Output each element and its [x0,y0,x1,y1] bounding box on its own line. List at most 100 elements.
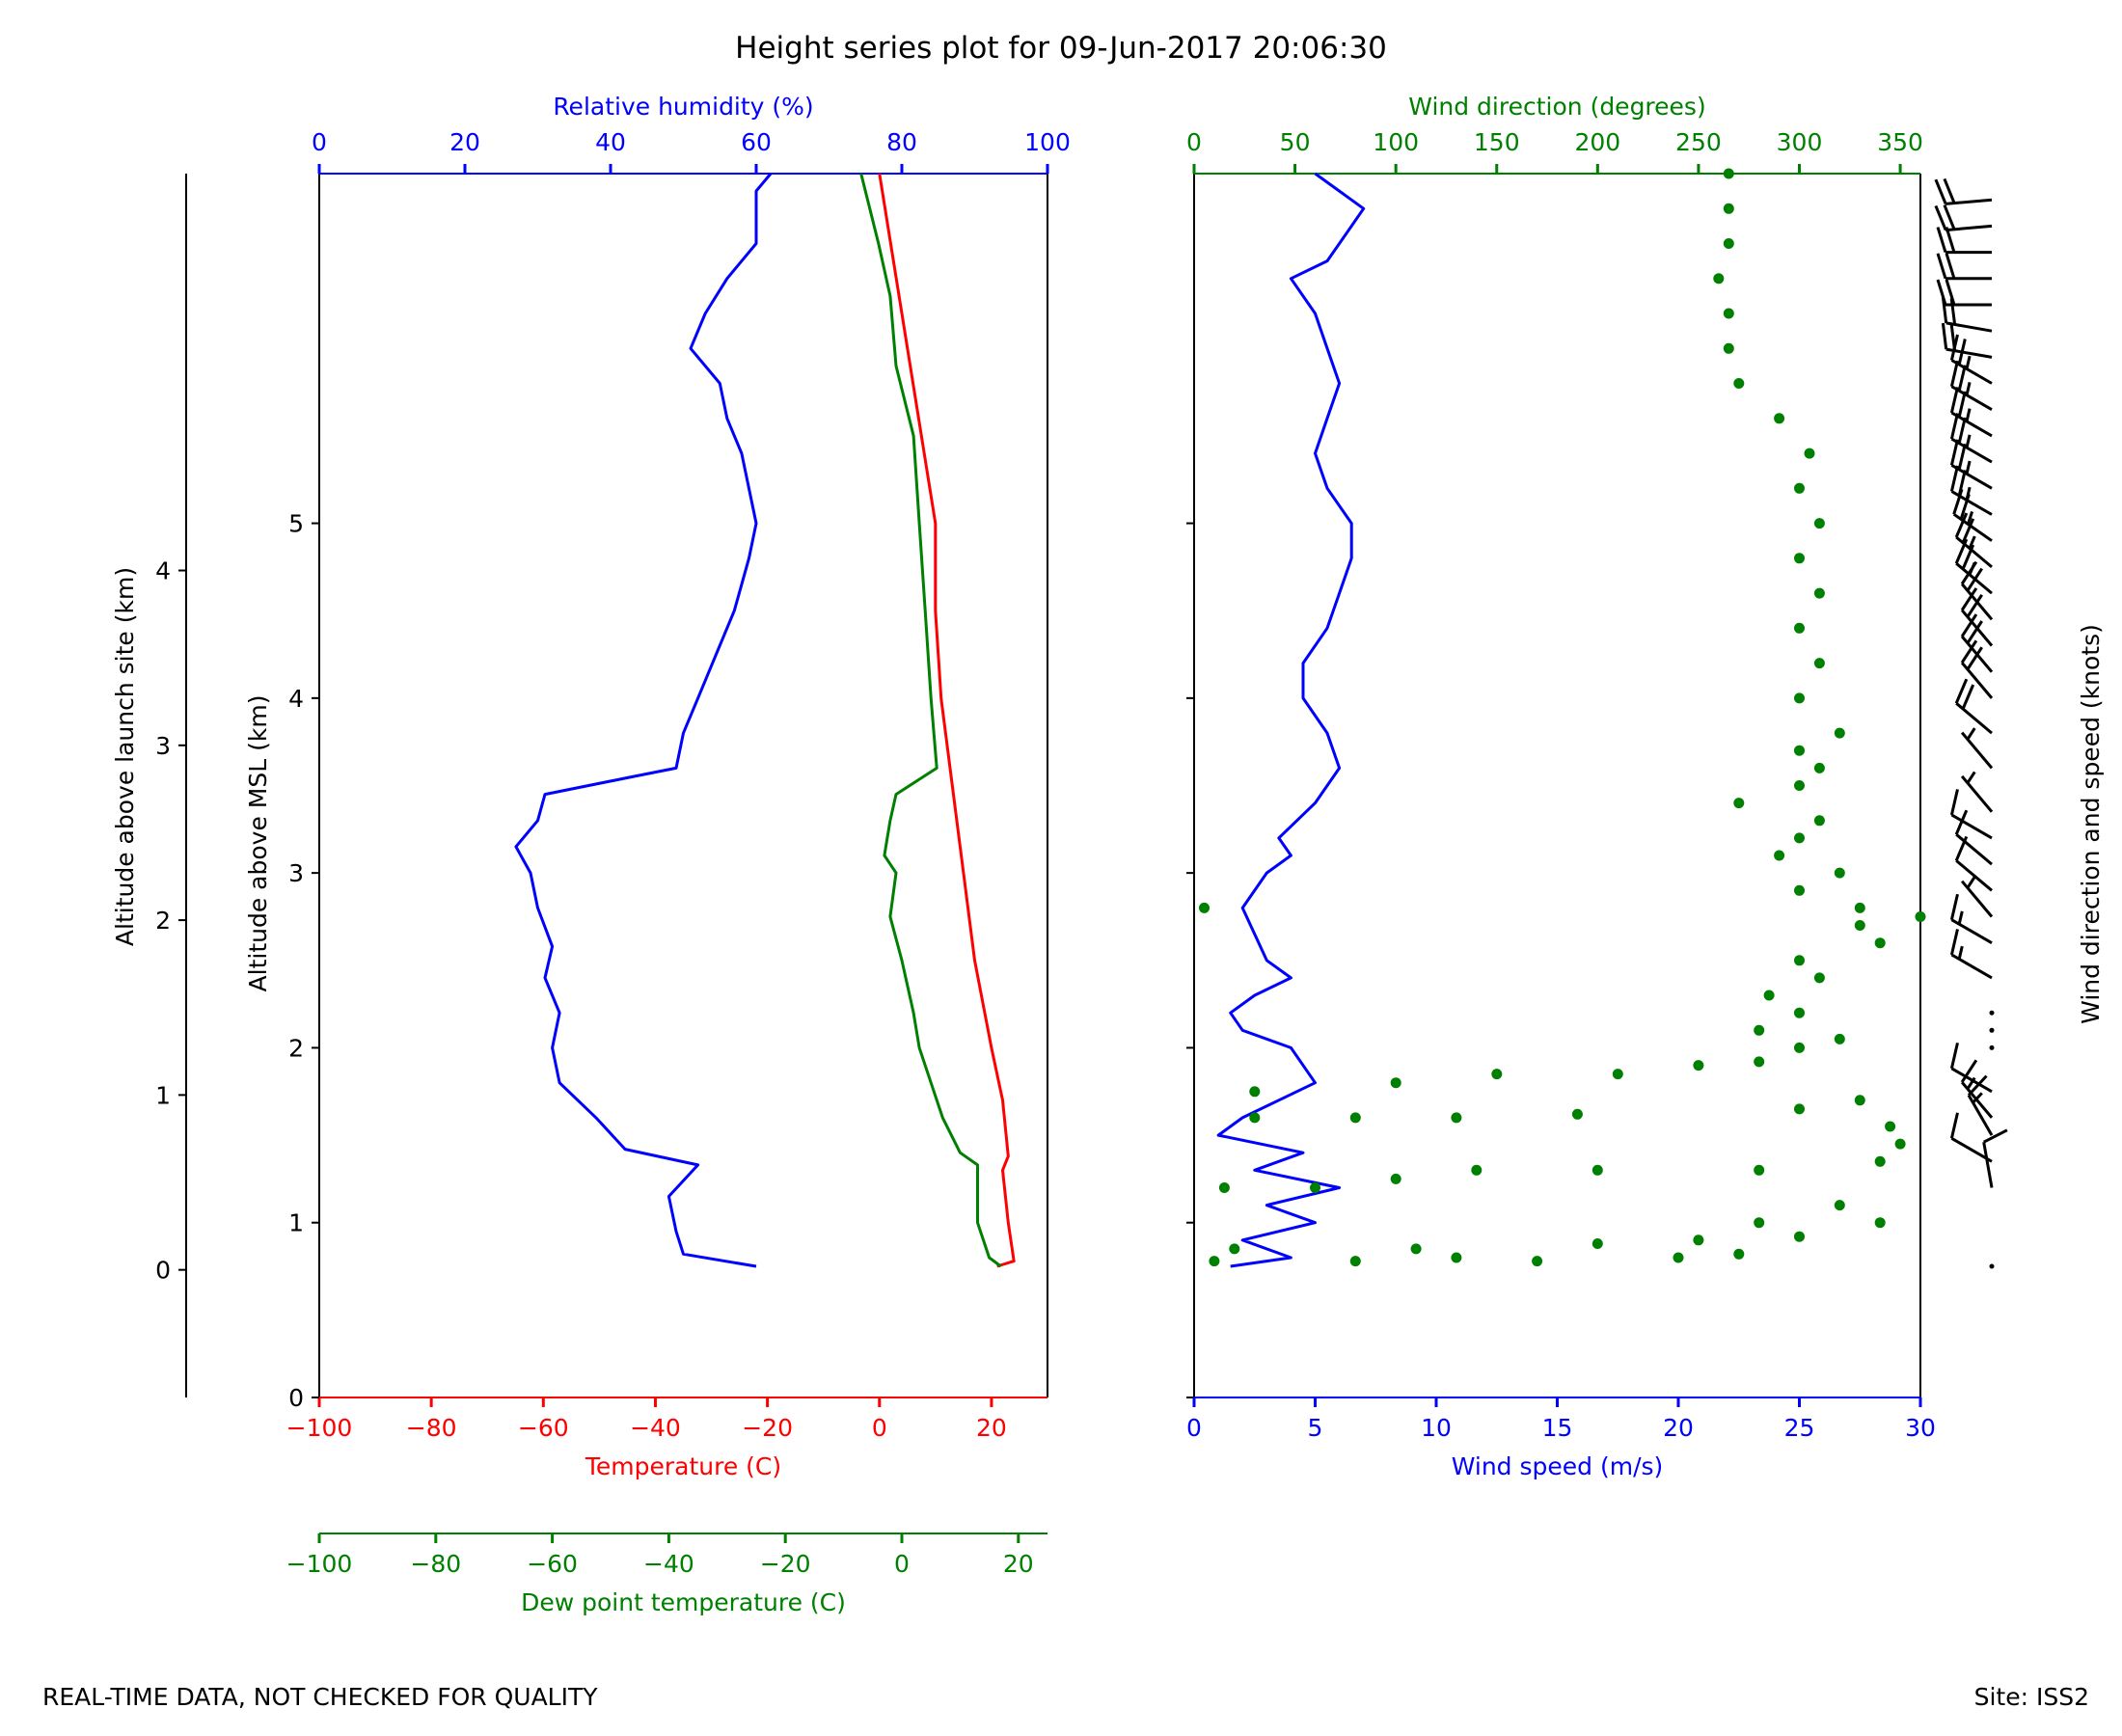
wind-direction-point [1451,1112,1462,1124]
barb-shaft [1950,953,1993,980]
barb-half-feather [1965,460,1972,475]
wind-direction-point [1813,972,1825,984]
temperature-line [878,173,1016,1268]
msl-altitude-tick-label: 5 [288,510,304,538]
barb-half-feather [1965,355,1972,369]
launch-site-tick-label: 0 [155,1257,171,1285]
wind-barb [1960,771,1994,813]
wind-direction-point [1249,1086,1261,1098]
barb-feather [1943,204,1956,231]
wind-direction-tick-label: 200 [1574,128,1620,156]
barb-feather [1954,512,1969,538]
barb-feather [1966,593,1983,618]
wind-barb [1949,1112,1993,1163]
wind-direction-point [1713,273,1725,285]
barb-feather [1934,178,1947,204]
wind-direction-point [1218,1182,1230,1193]
wind-barb [1934,204,1993,232]
wind-barb [1989,1010,1995,1016]
calm-wind-dot [1989,1263,1995,1269]
launch-site-tick-label: 4 [155,557,171,585]
launch-site-tick-label: 2 [155,907,171,935]
wind-direction-point [1774,850,1785,861]
wind-direction-point [1834,867,1845,879]
wind-barb [1949,929,1993,980]
wind-direction-point [1209,1256,1220,1267]
barb-feather [1966,620,1983,644]
wind-direction-point [1733,1248,1745,1260]
barb-feather [1949,439,1959,466]
barb-feather [1941,322,1948,350]
wind-speed-tick-label: 15 [1542,1414,1573,1442]
wind-direction-point [1754,1056,1765,1068]
wind-direction-point [1774,413,1785,424]
wind-direction-tick-label: 100 [1373,128,1419,156]
wind-barb [1949,387,1993,438]
wind-direction-point [1754,1217,1765,1229]
barb-shaft [1950,813,1993,840]
barb-half-feather [1957,910,1964,925]
dew-point-tick-label: −80 [410,1550,461,1578]
wind-direction-point [1723,168,1734,179]
barb-feather [1957,417,1967,444]
barb-half-feather [1965,382,1972,396]
dew-point-axis-label: Dew point temperature (C) [521,1588,846,1616]
wind-direction-point [1229,1243,1240,1255]
wind-direction-point [1854,920,1865,931]
barb-feather [1960,613,1978,637]
wind-barb [1989,1263,1995,1269]
wind-barb [1949,413,1993,464]
barb-feather [1949,929,1959,956]
barb-half-feather [1966,876,1976,889]
wind-direction-point [1794,832,1805,844]
launch-site-axis-label: Altitude above launch site (km) [111,567,139,946]
wind-speed-tick-label: 0 [1186,1414,1202,1442]
barb-feather [1949,360,1959,388]
wind-direction-tick-label: 150 [1474,128,1520,156]
wind-direction-point [1491,1069,1503,1080]
wind-direction-point [1813,762,1825,773]
wind-direction-point [1754,1164,1765,1176]
wind-speed-tick-label: 25 [1784,1414,1815,1442]
barb-shaft [1960,774,1994,813]
wind-direction-point [1794,955,1805,966]
wind-direction-point [1733,378,1745,389]
wind-direction-point [1532,1256,1543,1267]
temperature-tick-label: −20 [742,1414,793,1442]
temperature-tick-label: −100 [286,1414,353,1442]
wind-direction-point [1915,911,1926,922]
barb-shaft [1950,359,1993,385]
wind-direction-point [1592,1238,1603,1249]
wind-barb [1949,1042,1993,1094]
barb-feather [1983,1128,2008,1144]
barb-shaft [1950,1067,1993,1094]
barb-half-feather [1965,408,1972,422]
barb-feather [1945,253,1956,280]
barb-feather [1949,893,1959,921]
temperature-tick-label: −60 [518,1414,569,1442]
barb-feather [1960,587,1978,611]
wind-barb [1954,809,1993,866]
wind-speed-tick-label: 5 [1308,1414,1323,1442]
barb-shaft [1955,833,1993,866]
wind-direction-point [1390,1077,1401,1089]
wind-barb [1949,789,1993,840]
humidity-tick-label: 60 [741,128,772,156]
barb-feather [1949,1042,1959,1070]
wind-barb-panel: Wind direction and speed (knots) [1934,177,2105,1269]
humidity-tick-label: 80 [886,128,917,156]
barb-feather [1949,413,1959,440]
barb-shaft [1982,1141,1994,1188]
wind-direction-point [1249,1112,1261,1124]
wind-barb [1949,360,1993,411]
dew-point-line [859,173,1002,1268]
wind-direction-point [1723,342,1734,354]
barb-feather [1957,470,1967,497]
wind-direction-point [1813,815,1825,827]
wind-direction-point [1471,1164,1483,1176]
wind-speed-tick-label: 10 [1421,1414,1452,1442]
wind-barb [1989,1044,1995,1050]
wind-barb-axis-label: Wind direction and speed (knots) [2077,624,2105,1024]
